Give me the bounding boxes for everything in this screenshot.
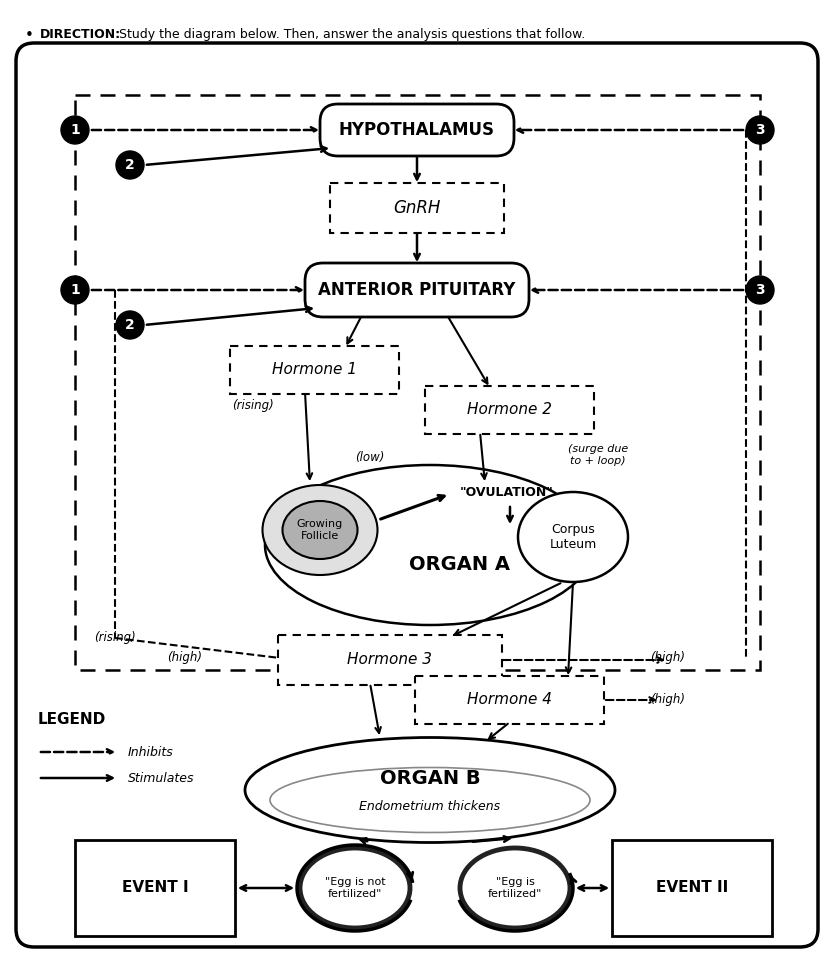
Text: Hormone 4: Hormone 4 bbox=[468, 692, 552, 708]
Text: EVENT I: EVENT I bbox=[122, 880, 188, 896]
Text: 1: 1 bbox=[70, 123, 80, 137]
Text: Endometrium thickens: Endometrium thickens bbox=[359, 800, 500, 812]
Text: ORGAN B: ORGAN B bbox=[379, 769, 480, 787]
Ellipse shape bbox=[518, 492, 628, 582]
FancyBboxPatch shape bbox=[278, 635, 502, 685]
Text: Corpus
Luteum: Corpus Luteum bbox=[550, 523, 596, 551]
FancyBboxPatch shape bbox=[425, 386, 595, 434]
Text: "Egg is not
fertilized": "Egg is not fertilized" bbox=[324, 877, 385, 899]
Text: (rising): (rising) bbox=[94, 632, 136, 644]
Text: Study the diagram below. Then, answer the analysis questions that follow.: Study the diagram below. Then, answer th… bbox=[115, 28, 585, 41]
Text: (high): (high) bbox=[651, 693, 686, 707]
FancyBboxPatch shape bbox=[612, 840, 772, 936]
Text: (high): (high) bbox=[168, 652, 203, 664]
Text: •: • bbox=[25, 28, 34, 43]
Text: (low): (low) bbox=[355, 451, 384, 465]
Ellipse shape bbox=[460, 848, 570, 928]
Ellipse shape bbox=[265, 465, 595, 625]
Circle shape bbox=[746, 276, 774, 304]
FancyBboxPatch shape bbox=[415, 676, 605, 724]
Text: Inhibits: Inhibits bbox=[128, 746, 173, 758]
Text: Hormone 1: Hormone 1 bbox=[273, 363, 358, 377]
Text: (rising): (rising) bbox=[232, 398, 274, 412]
Text: Hormone 2: Hormone 2 bbox=[468, 402, 552, 418]
Circle shape bbox=[746, 116, 774, 144]
Ellipse shape bbox=[263, 485, 378, 575]
FancyBboxPatch shape bbox=[330, 183, 504, 233]
Ellipse shape bbox=[270, 767, 590, 832]
Text: 1: 1 bbox=[70, 283, 80, 297]
Text: ANTERIOR PITUITARY: ANTERIOR PITUITARY bbox=[319, 281, 515, 299]
Text: 2: 2 bbox=[125, 318, 135, 332]
Ellipse shape bbox=[283, 501, 358, 559]
Circle shape bbox=[116, 151, 144, 179]
Ellipse shape bbox=[300, 848, 410, 928]
FancyBboxPatch shape bbox=[230, 346, 399, 394]
Text: 2: 2 bbox=[125, 158, 135, 172]
Text: DIRECTION:: DIRECTION: bbox=[40, 28, 121, 41]
Circle shape bbox=[61, 276, 89, 304]
Text: EVENT II: EVENT II bbox=[656, 880, 728, 896]
Text: LEGEND: LEGEND bbox=[38, 712, 106, 728]
Text: GnRH: GnRH bbox=[394, 199, 440, 217]
FancyBboxPatch shape bbox=[75, 840, 235, 936]
Text: Stimulates: Stimulates bbox=[128, 772, 194, 784]
Text: "OVULATION": "OVULATION" bbox=[460, 486, 554, 498]
Circle shape bbox=[61, 116, 89, 144]
Text: (surge due
to + loop): (surge due to + loop) bbox=[568, 444, 628, 466]
FancyBboxPatch shape bbox=[320, 104, 514, 156]
Ellipse shape bbox=[245, 737, 615, 843]
Text: Hormone 3: Hormone 3 bbox=[348, 653, 433, 667]
Text: 3: 3 bbox=[756, 123, 765, 137]
Text: Growing
Follicle: Growing Follicle bbox=[297, 519, 343, 540]
Circle shape bbox=[116, 311, 144, 339]
Text: ORGAN A: ORGAN A bbox=[409, 556, 510, 574]
Text: (high): (high) bbox=[651, 652, 686, 664]
Text: HYPOTHALAMUS: HYPOTHALAMUS bbox=[339, 121, 495, 139]
Text: "Egg is
fertilized": "Egg is fertilized" bbox=[488, 877, 542, 899]
FancyBboxPatch shape bbox=[305, 263, 529, 317]
Text: 3: 3 bbox=[756, 283, 765, 297]
